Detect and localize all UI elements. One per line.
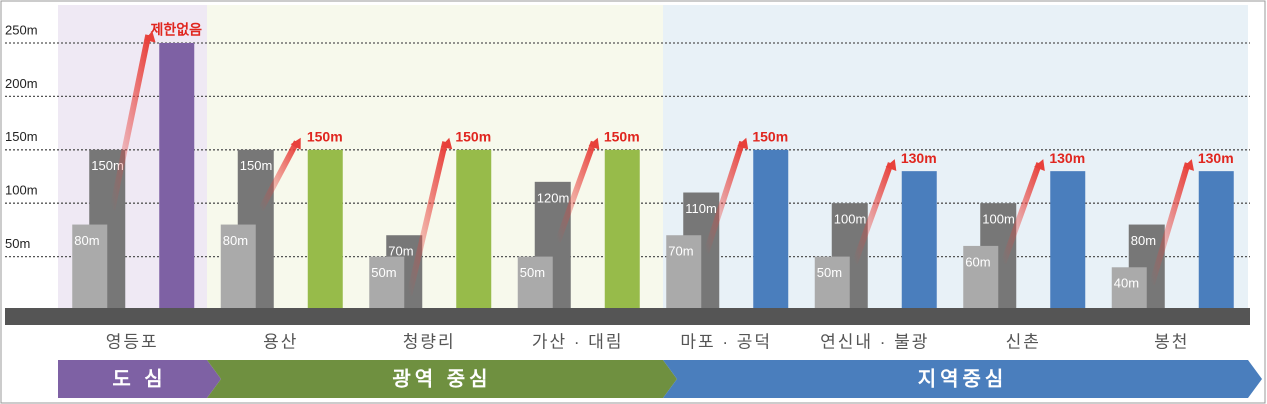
- bar: [963, 245, 999, 310]
- x-tick-label: 가산 · 대림: [532, 332, 624, 351]
- group-label: 도 심: [112, 367, 166, 390]
- arrow-head: [290, 137, 301, 150]
- bar: [1050, 171, 1086, 310]
- group-background: [207, 5, 663, 308]
- group-label: 지역중심: [918, 367, 1008, 390]
- bar: [814, 256, 850, 310]
- arrow: [851, 162, 894, 265]
- bar: [369, 256, 405, 310]
- data-label: 150m: [752, 128, 788, 144]
- data-label: 60m: [965, 254, 990, 269]
- x-tick-label: 마포 · 공덕: [680, 332, 772, 351]
- bar: [456, 149, 492, 310]
- x-tick-label: 용산: [263, 332, 298, 351]
- arrow: [258, 140, 300, 212]
- arrow-head: [885, 159, 897, 172]
- bar: [1198, 171, 1234, 310]
- bar: [666, 235, 702, 310]
- data-label: 80m: [74, 233, 99, 248]
- group-arrow: [58, 360, 221, 398]
- x-tick-label: 봉천: [1154, 332, 1189, 351]
- data-label: 150m: [455, 128, 491, 144]
- data-label: 130m: [1049, 150, 1085, 166]
- data-label: 70m: [388, 244, 413, 259]
- y-tick-label: 200m: [5, 76, 38, 91]
- data-label: 80m: [1131, 233, 1156, 248]
- arrow: [1000, 162, 1043, 265]
- data-label: 130m: [1198, 150, 1234, 166]
- data-label: 제한없음: [150, 22, 202, 38]
- group-label: 광역 중심: [392, 367, 491, 390]
- arrow-head: [1183, 159, 1195, 171]
- y-tick-label: 150m: [5, 129, 38, 144]
- data-label: 100m: [834, 212, 867, 227]
- data-label: 110m: [685, 201, 717, 216]
- bar: [604, 149, 640, 310]
- bar: [753, 149, 789, 310]
- data-label: 130m: [901, 150, 937, 166]
- data-label: 70m: [668, 244, 693, 259]
- arrow: [109, 34, 152, 211]
- data-label: 50m: [371, 265, 396, 280]
- data-label: 150m: [604, 128, 640, 144]
- data-label: 80m: [223, 233, 248, 248]
- bar: [220, 224, 256, 310]
- x-tick-label: 청량리: [403, 332, 456, 351]
- group-arrow: [207, 360, 677, 398]
- bar: [72, 224, 108, 310]
- x-tick-label: 연신내 · 불광: [820, 332, 929, 351]
- group-arrow: [663, 360, 1262, 398]
- arrow-head: [1034, 159, 1045, 172]
- y-tick-label: 100m: [5, 183, 38, 198]
- data-label: 150m: [307, 128, 343, 144]
- data-label: 50m: [817, 265, 842, 280]
- y-tick-label: 250m: [5, 22, 38, 37]
- arrow: [406, 141, 449, 296]
- x-tick-label: 신촌: [1006, 332, 1041, 351]
- data-label: 40m: [1114, 276, 1139, 291]
- data-label: 120m: [537, 190, 570, 205]
- arrow: [554, 140, 597, 243]
- data-label: 150m: [240, 158, 273, 173]
- data-label: 100m: [982, 212, 1015, 227]
- bar: [1111, 267, 1147, 310]
- arrow-head: [144, 30, 156, 43]
- arrow-head: [588, 137, 600, 150]
- bar: [901, 171, 937, 310]
- arrow-head: [441, 137, 453, 150]
- bar: [159, 42, 195, 311]
- arrow-head: [737, 137, 749, 150]
- data-label: 150m: [91, 158, 124, 173]
- bar: [307, 149, 343, 310]
- y-tick-label: 50m: [5, 236, 30, 251]
- arrow: [1148, 162, 1191, 286]
- bar: [517, 256, 553, 310]
- x-tick-label: 영등포: [106, 332, 159, 351]
- baseline: [5, 308, 1250, 325]
- arrow: [703, 140, 746, 254]
- data-label: 50m: [520, 265, 545, 280]
